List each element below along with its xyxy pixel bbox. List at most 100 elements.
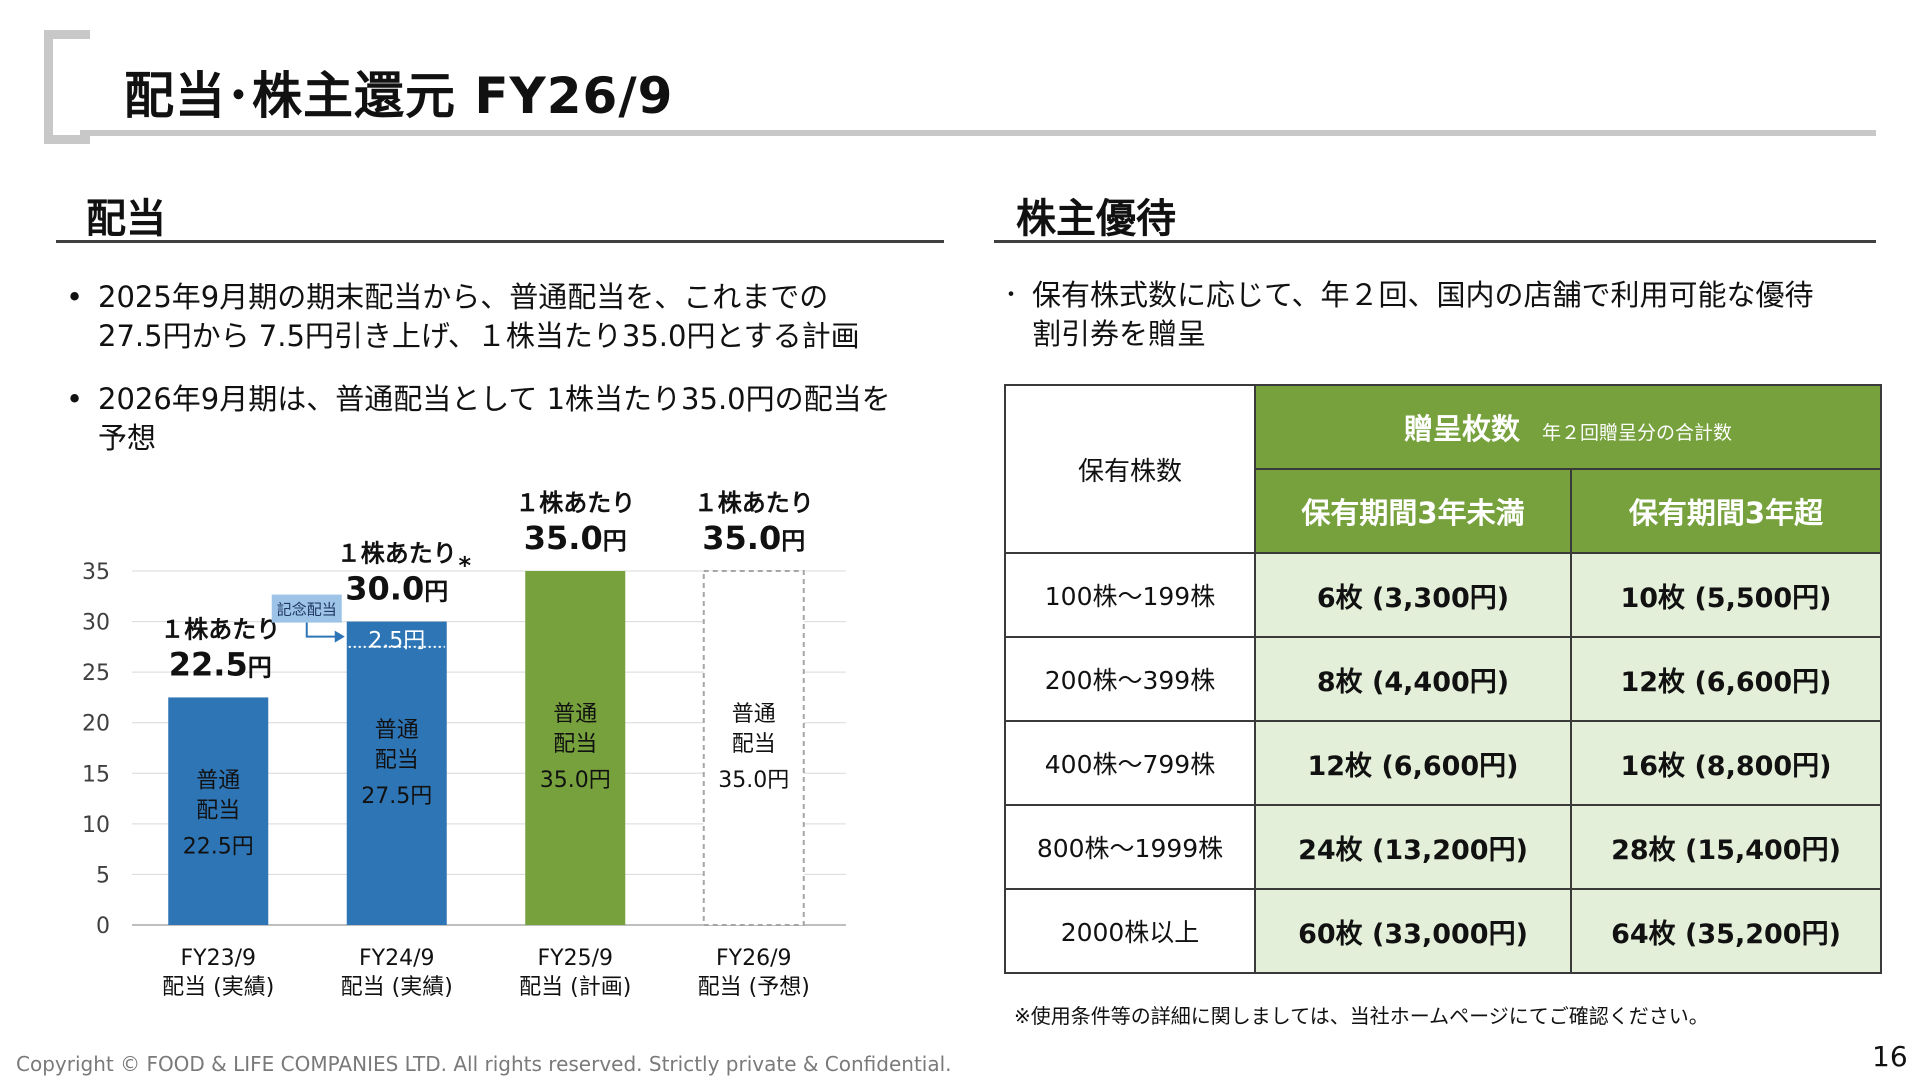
title-divider [80, 130, 1876, 136]
bar-actual [168, 697, 269, 925]
table-group-header: 贈呈枚数 年２回贈呈分の合計数 [1254, 384, 1882, 470]
benefits-divider [994, 240, 1876, 243]
table-col-header-over3: 保有期間3年超 [1570, 468, 1882, 554]
table-cell-shares: 800株～1999株 [1004, 804, 1256, 890]
dividend-heading: 配当 [86, 196, 166, 242]
x-category-label: FY25/9 [538, 946, 614, 971]
bar-forecast [702, 570, 805, 926]
bar-inner-label: 普通 [553, 702, 597, 727]
title-bracket-decoration [80, 135, 90, 144]
bar-commemorative-label: 2.5円 [368, 629, 425, 654]
per-share-prefix: １株あたり [694, 489, 814, 517]
y-tick-label: 0 [96, 914, 110, 939]
bar-inner-label: 普通 [375, 718, 419, 743]
per-share-value: 35.0円 [702, 519, 805, 557]
page-number: 16 [1872, 1040, 1908, 1073]
dividend-divider [56, 240, 944, 243]
y-tick-label: 5 [96, 863, 110, 888]
commemorative-callout-label: 記念配当 [277, 601, 337, 619]
title-bracket-decoration [80, 30, 90, 39]
table-cell-over3: 28枚 (15,400円) [1570, 804, 1882, 890]
table-cell-over3: 64枚 (35,200円) [1570, 888, 1882, 974]
bullet-dot: • [66, 382, 84, 416]
bar-inner-label: 22.5円 [183, 834, 254, 859]
table-cell-under3: 24枚 (13,200円) [1254, 804, 1572, 890]
copyright-notice: Copyright © FOOD & LIFE COMPANIES LTD. A… [16, 1052, 952, 1076]
per-share-unit: 円 [781, 527, 805, 555]
y-tick-label: 30 [82, 611, 110, 636]
y-tick-label: 35 [82, 560, 110, 585]
table-row: 2000株以上 60枚 (33,000円) 64枚 (35,200円) [1004, 888, 1882, 974]
table-cell-shares: 400株～799株 [1004, 720, 1256, 806]
per-share-unit: 円 [248, 653, 272, 681]
per-share-number: 35.0 [702, 519, 781, 557]
benefits-bullet-line-2: 割引券を贈呈 [1032, 317, 1207, 351]
benefits-bullet: ・ 保有株式数に応じて、年２回、国内の店舗で利用可能な優待 割引券を贈呈 [1000, 276, 1880, 354]
table-cell-shares: 2000株以上 [1004, 888, 1256, 974]
table-group-header-note: 年２回贈呈分の合計数 [1542, 422, 1733, 444]
bar-inner-label: 35.0円 [718, 768, 789, 793]
dividend-bullet-2: • 2026年9月期は、普通配当として 1株当たり35.0円の配当を 予想 [66, 380, 926, 458]
table-cell-over3: 12枚 (6,600円) [1570, 636, 1882, 722]
table-footnote: ※使用条件等の詳細に関しましては、当社ホームページにてご確認ください。 [1014, 1004, 1709, 1028]
table-cell-under3: 8枚 (4,400円) [1254, 636, 1572, 722]
dividend-bullet-1-line-1: 2025年9月期の期末配当から、普通配当を、これまでの [98, 280, 829, 314]
per-share-number: 30.0 [345, 570, 424, 608]
bullet-dot: ・ [1000, 283, 1023, 308]
x-category-label: FY23/9 [181, 946, 257, 971]
table-cell-under3: 60枚 (33,000円) [1254, 888, 1572, 974]
table-cell-over3: 16枚 (8,800円) [1570, 720, 1882, 806]
per-share-number: 35.0 [524, 519, 603, 557]
commemorative-callout-box [271, 594, 342, 623]
footnote-mark: * [458, 552, 471, 580]
table-cell-shares: 200株～399株 [1004, 636, 1256, 722]
table-row: 200株～399株 8枚 (4,400円) 12枚 (6,600円) [1004, 636, 1882, 722]
bullet-dot: • [66, 280, 84, 314]
dividend-bullet-1: • 2025年9月期の期末配当から、普通配当を、これまでの 27.5円から 7.… [66, 278, 926, 356]
x-category-label: 配当 (実績) [341, 975, 453, 1000]
dividend-bullet-2-line-1: 2026年9月期は、普通配当として 1株当たり35.0円の配当を [98, 382, 891, 416]
y-tick-label: 10 [82, 813, 110, 838]
per-share-prefix: １株あたり [160, 615, 280, 643]
callout-arrowhead [334, 630, 345, 643]
table-corner-header: 保有株数 [1004, 384, 1256, 554]
callout-arrow [305, 622, 339, 638]
per-share-unit: 円 [424, 578, 448, 606]
per-share-prefix: １株あたり [337, 540, 457, 568]
bar-inner-label: 普通 [732, 702, 776, 727]
bar-inner-label: 配当 [196, 798, 240, 823]
bar-inner-label: 配当 [732, 732, 776, 757]
bar-inner-label: 配当 [375, 748, 419, 773]
table-col-header-under3: 保有期間3年未満 [1254, 468, 1572, 554]
x-category-label: FY24/9 [359, 946, 435, 971]
table-row: 400株～799株 12枚 (6,600円) 16枚 (8,800円) [1004, 720, 1882, 806]
bar-inner-label: 35.0円 [540, 768, 611, 793]
per-share-value: 22.5円 [169, 645, 272, 683]
benefits-table: 保有株数 贈呈枚数 年２回贈呈分の合計数 保有期間3年未満 保有期間3年超 100… [1004, 384, 1882, 974]
table-cell-shares: 100株～199株 [1004, 552, 1256, 638]
x-category-label: 配当 (予想) [698, 975, 810, 1000]
table-row: 800株～1999株 24枚 (13,200円) 28枚 (15,400円) [1004, 804, 1882, 890]
bar-inner-label: 普通 [196, 768, 240, 793]
y-tick-label: 20 [82, 712, 110, 737]
table-cell-under3: 12枚 (6,600円) [1254, 720, 1572, 806]
bar-plan [525, 571, 626, 925]
dividend-bar-chart: 05101520253035普通配当22.5円１株あたり22.5円FY23/9配… [82, 489, 846, 1000]
dividend-bullet-1-line-2: 27.5円から 7.5円引き上げ、１株当たり35.0円とする計画 [98, 319, 860, 353]
per-share-prefix: １株あたり [515, 489, 635, 517]
x-category-label: 配当 (実績) [162, 975, 274, 1000]
bar-inner-label: 27.5円 [361, 784, 432, 809]
y-tick-label: 25 [82, 661, 110, 686]
x-category-label: FY26/9 [716, 946, 792, 971]
benefits-heading: 株主優待 [1016, 196, 1176, 242]
bar-actual [346, 646, 447, 925]
per-share-unit: 円 [603, 527, 627, 555]
table-cell-under3: 6枚 (3,300円) [1254, 552, 1572, 638]
title-bracket-decoration [44, 30, 80, 144]
bar-inner-label: 配当 [553, 732, 597, 757]
x-category-label: 配当 (計画) [519, 975, 631, 1000]
table-group-header-title: 贈呈枚数 [1403, 412, 1520, 446]
dividend-bullet-2-line-2: 予想 [98, 421, 157, 455]
per-share-number: 22.5 [169, 645, 248, 683]
table-cell-over3: 10枚 (5,500円) [1570, 552, 1882, 638]
